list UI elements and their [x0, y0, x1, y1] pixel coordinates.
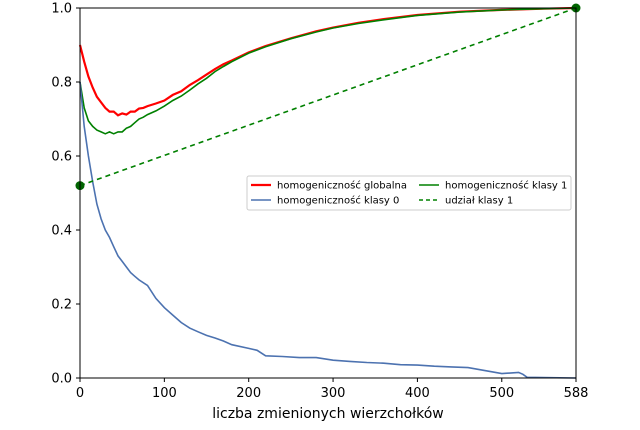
y-axis-ticks: 0.0 0.2 0.4 0.6 0.8 1.0: [51, 2, 80, 387]
legend-box: [246, 175, 572, 211]
legend-label-2: homogeniczność klasy 1: [445, 180, 567, 192]
x-tick-label: 500: [489, 386, 514, 401]
x-tick-label: 588: [564, 386, 589, 401]
series-layer: [78, 6, 577, 379]
x-tick-label: 0: [76, 386, 84, 401]
legend-label-4: udział klasy 1: [445, 196, 513, 207]
y-tick-label: 0.4: [51, 224, 72, 239]
x-tick-label: 400: [405, 386, 430, 401]
plot-frame: [79, 7, 577, 379]
series-line-1: [78, 6, 577, 117]
series-line-3: [79, 81, 577, 379]
x-tick-label: 200: [236, 386, 261, 401]
series-line-2: [79, 7, 577, 135]
series-line-4: [79, 7, 577, 187]
x-tick-label: 300: [321, 386, 346, 401]
y-tick-label: 0.2: [51, 298, 72, 313]
y-tick-label: 0.6: [51, 150, 72, 165]
x-axis-ticks: 0 100 200 300 400 500 588: [76, 378, 589, 401]
y-tick-label: 0.0: [51, 372, 72, 387]
y-tick-label: 1.0: [51, 2, 72, 17]
y-tick-label: 0.8: [51, 76, 72, 91]
x-axis-label: liczba zmienionych wierzchołków: [212, 406, 444, 422]
legend: homogeniczność globalna homogeniczność kl…: [246, 175, 572, 211]
legend-label-3: homogeniczność klasy 0: [277, 195, 399, 207]
x-tick-label: 100: [152, 386, 177, 401]
legend-label-1: homogeniczność globalna: [277, 180, 407, 192]
